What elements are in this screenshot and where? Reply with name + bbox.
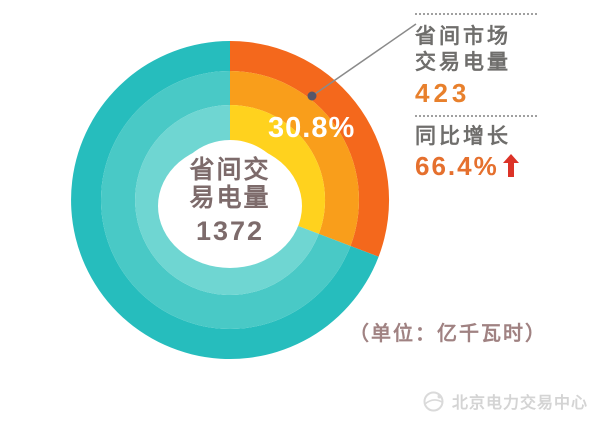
- donut-center-label: 省间交 易电量 1372: [150, 156, 310, 248]
- growth-value: 66.4%: [415, 151, 499, 181]
- callout-leader-line: [311, 23, 417, 97]
- dotted-divider-top: [415, 13, 537, 15]
- donut-center-hole: [158, 144, 302, 268]
- center-label-line1: 省间交: [189, 156, 271, 184]
- brand-name: 北京电力交易中心: [452, 395, 589, 412]
- globe-icon: [423, 391, 444, 411]
- dotted-divider-mid: [415, 115, 537, 117]
- center-total-value: 1372: [195, 216, 265, 246]
- center-label-line2: 易电量: [189, 184, 271, 212]
- callout-value: 423: [415, 78, 471, 108]
- callout-title-line2: 交易电量: [415, 51, 511, 74]
- callout-panel: 省间市场 交易电量 423 同比增长 66.4%: [415, 13, 565, 181]
- donut-slice-0-ring-0: [230, 40, 390, 257]
- slice-percentage-label: 30.8%: [268, 112, 356, 144]
- donut-slice-0-ring-1: [230, 71, 359, 246]
- callout-anchor-dot: [307, 91, 317, 101]
- unit-note: （单位：亿千瓦时）: [349, 323, 547, 345]
- brand-logo: 北京电力交易中心: [422, 389, 588, 413]
- callout-title-line1: 省间市场: [415, 25, 511, 48]
- growth-row: 66.4%: [415, 151, 565, 181]
- up-arrow-icon: [502, 153, 519, 177]
- growth-label: 同比增长: [415, 125, 511, 148]
